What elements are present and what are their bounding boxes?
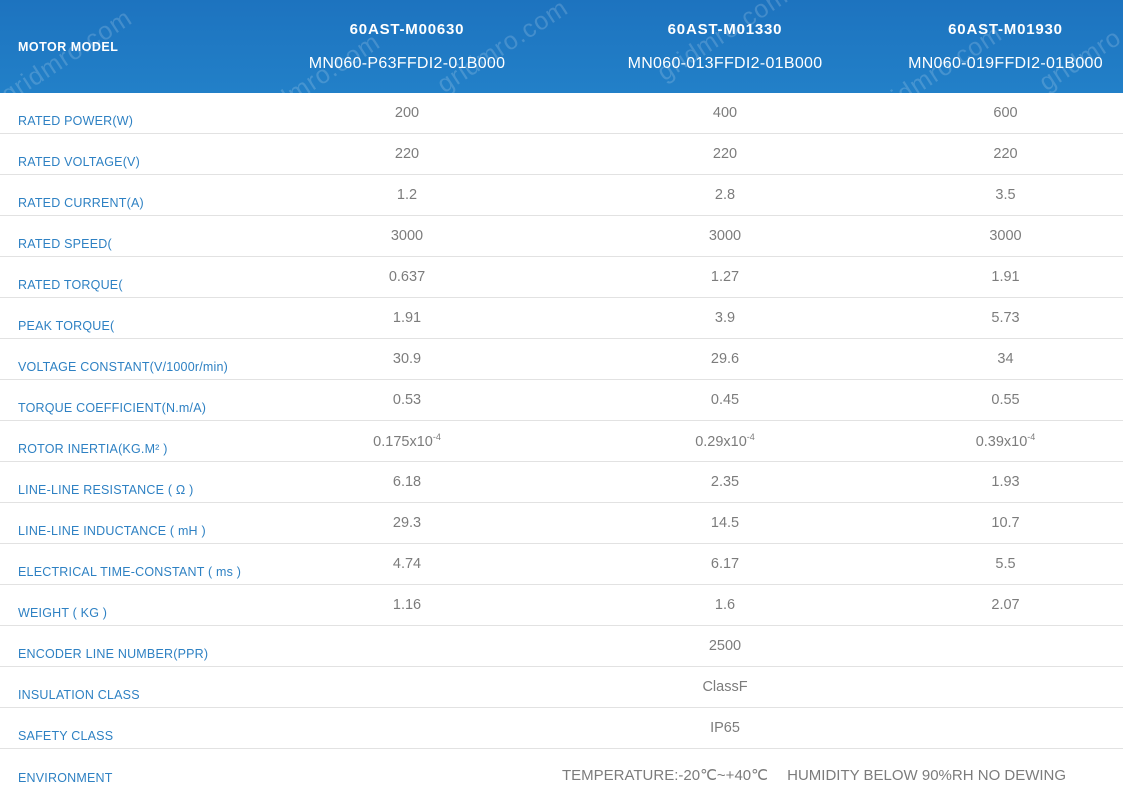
header-motor-model-label: MOTOR MODEL [18,39,119,54]
model-code: MN060-019FFDI2-01B000 [908,54,1103,72]
table-row: WEIGHT ( KG ) 1.16 1.6 2.07 [0,585,1123,626]
spec-value: 5.5 [995,556,1016,572]
row-label: LINE-LINE INDUCTANCE ( mH ) [18,524,206,538]
spec-value: 10.7 [991,515,1020,531]
table-row: SAFETY CLASS IP65 [0,708,1123,749]
spec-value-merged: 2500 [708,638,742,654]
spec-value: 0.45 [710,392,740,408]
spec-value: 1.91 [392,310,422,326]
model-number: 60AST-M00630 [349,20,465,38]
spec-value: 1.6 [714,597,736,613]
spec-value: 6.18 [392,474,422,490]
model-number: 60AST-M01330 [667,20,783,38]
row-label: RATED SPEED( [18,237,112,251]
spec-value: 3000 [708,228,742,244]
spec-value: 3.5 [995,187,1016,203]
row-label: ENCODER LINE NUMBER(PPR) [18,647,209,661]
value-base: 0.39x10 [975,433,1028,450]
table-row: LINE-LINE RESISTANCE ( Ω ) 6.18 2.35 1.9… [0,462,1123,503]
row-label: PEAK TORQUE( [18,319,115,333]
model-code: MN060-P63FFDI2-01B000 [308,54,506,72]
spec-value: 2.07 [991,597,1020,613]
row-label: WEIGHT ( KG ) [18,606,108,620]
table-row: INSULATION CLASS ClassF [0,667,1123,708]
table-row: ENCODER LINE NUMBER(PPR) 2500 [0,626,1123,667]
spec-value: 0.637 [388,269,426,285]
spec-value-merged: ClassF [702,679,748,695]
spec-value: 1.91 [991,269,1020,285]
row-label: RATED TORQUE( [18,278,123,292]
spec-value: 400 [712,105,738,121]
model-number: 60AST-M01930 [948,20,1063,38]
value-exponent: -4 [746,432,755,443]
row-label: ROTOR INERTIA(KG.M² ) [18,442,168,456]
row-label: RATED CURRENT(A) [18,196,144,210]
row-label: INSULATION CLASS [18,688,140,702]
row-label: RATED VOLTAGE(V) [18,155,140,169]
spec-value: 3000 [989,228,1022,244]
spec-value: 1.93 [991,474,1020,490]
spec-value: 3000 [390,228,424,244]
spec-value: 2.8 [714,187,736,203]
value-base: 0.175x10 [373,433,433,450]
row-label: ELECTRICAL TIME-CONSTANT ( ms ) [18,565,242,579]
spec-value: 2.35 [710,474,740,490]
spec-value: 200 [394,105,420,121]
row-label: LINE-LINE RESISTANCE ( Ω ) [18,483,194,497]
table-row: VOLTAGE CONSTANT(V/1000r/min) 30.9 29.6 … [0,339,1123,380]
spec-value: 3.9 [714,310,736,326]
row-label: RATED POWER(W) [18,114,134,128]
spec-value: 34 [997,351,1014,367]
table-row: TORQUE COEFFICIENT(N.m/A) 0.53 0.45 0.55 [0,380,1123,421]
spec-value: 29.6 [710,351,740,367]
spec-value: 0.55 [991,392,1020,408]
environment-text: TEMPERATURE:-20℃~+40℃ HUMIDITY BELOW 90%… [562,767,1067,784]
spec-value: 1.2 [396,187,418,203]
table-row: RATED CURRENT(A) 1.2 2.8 3.5 [0,175,1123,216]
value-base: 0.29x10 [695,433,747,450]
header-column-3: 60AST-M01930 MN060-019FFDI2-01B000 [888,0,1123,93]
table-row: RATED VOLTAGE(V) 220 220 220 [0,134,1123,175]
table-row: PEAK TORQUE( 1.91 3.9 5.73 [0,298,1123,339]
table-row: RATED POWER(W) 200 400 600 [0,93,1123,134]
spec-value: 220 [394,146,420,162]
spec-value-merged: IP65 [710,720,740,736]
spec-value: 0.39x10-4 [888,432,1123,450]
header-column-1: 60AST-M00630 MN060-P63FFDI2-01B000 [252,0,562,93]
table-row: ENVIRONMENT TEMPERATURE:-20℃~+40℃ HUMIDI… [0,749,1123,790]
spec-value: 29.3 [392,515,422,531]
spec-value: 4.74 [392,556,422,572]
table-header: gridmro.com gridmro.com gridmro.com grid… [0,0,1123,93]
spec-value: 0.175x10-4 [252,432,562,450]
spec-value: 0.53 [392,392,422,408]
value-exponent: -4 [432,432,441,443]
table-row: ROTOR INERTIA(KG.M² ) 0.175x10-4 0.29x10… [0,421,1123,462]
table-row: RATED SPEED( 3000 3000 3000 [0,216,1123,257]
spec-value: 14.5 [710,515,740,531]
spec-value: 30.9 [392,351,422,367]
table-row: RATED TORQUE( 0.637 1.27 1.91 [0,257,1123,298]
spec-value: 1.16 [392,597,422,613]
table-row: ELECTRICAL TIME-CONSTANT ( ms ) 4.74 6.1… [0,544,1123,585]
value-exponent: -4 [1027,432,1036,443]
table-row: LINE-LINE INDUCTANCE ( mH ) 29.3 14.5 10… [0,503,1123,544]
header-column-2: 60AST-M01330 MN060-013FFDI2-01B000 [562,0,888,93]
row-label: VOLTAGE CONSTANT(V/1000r/min) [18,360,229,374]
row-label: TORQUE COEFFICIENT(N.m/A) [18,401,207,415]
spec-value: 220 [993,146,1018,162]
row-label: SAFETY CLASS [18,729,114,743]
model-code: MN060-013FFDI2-01B000 [627,54,823,72]
spec-value: 1.27 [710,269,740,285]
row-label: ENVIRONMENT [18,771,113,785]
spec-value: 6.17 [710,556,740,572]
spec-value: 0.29x10-4 [562,432,888,450]
spec-value: 220 [712,146,738,162]
spec-value: 600 [993,105,1018,121]
spec-value: 5.73 [991,310,1020,326]
